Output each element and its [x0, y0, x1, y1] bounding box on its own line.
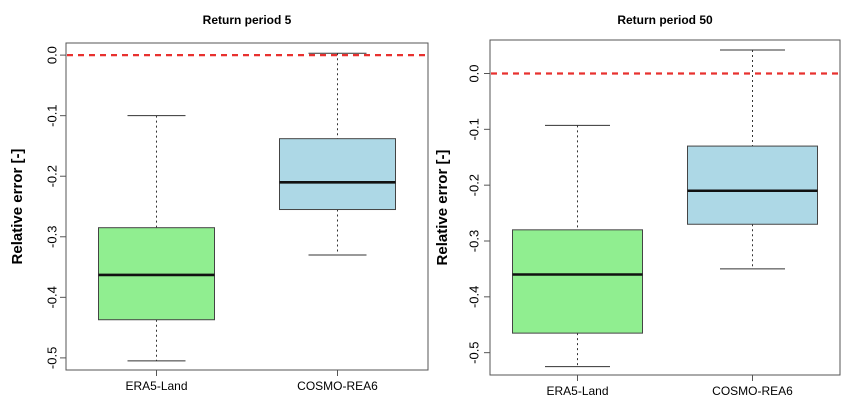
- y-axis-label: Relative error [-]: [9, 149, 26, 265]
- box-era5-land: [98, 115, 215, 362]
- x-tick-label: ERA5-Land: [125, 379, 187, 393]
- box-cosmo-rea6: [279, 52, 396, 256]
- y-tick-label: 0.0: [467, 64, 482, 82]
- chart-title: Return period 50: [617, 13, 713, 27]
- x-tick-label: COSMO-REA6: [297, 379, 378, 393]
- box-cosmo-rea6: [687, 49, 818, 270]
- y-tick-label: -0.4: [45, 286, 60, 308]
- box-era5-land: [512, 124, 643, 368]
- interquartile-box: [512, 229, 643, 334]
- y-tick-label: -0.2: [467, 174, 482, 196]
- plot-frame: [489, 39, 841, 376]
- y-tick-label: -0.1: [45, 104, 60, 126]
- y-tick-label: -0.2: [45, 165, 60, 187]
- y-tick-label: -0.3: [45, 226, 60, 248]
- y-tick-label: -0.5: [45, 347, 60, 369]
- y-tick-label: -0.4: [467, 286, 482, 308]
- y-tick-label: 0.0: [45, 46, 60, 64]
- interquartile-box: [279, 138, 396, 211]
- y-axis-label: Relative error [-]: [434, 150, 451, 266]
- y-tick-label: -0.3: [467, 230, 482, 252]
- interquartile-box: [687, 145, 818, 225]
- boxplot-panel-return-period-5: Return period 5 Relative error [-] 0.0 -0.1…: [9, 13, 429, 393]
- chart-title: Return period 5: [203, 13, 292, 27]
- x-tick-label: COSMO-REA6: [712, 384, 793, 397]
- y-tick-label: -0.5: [467, 341, 482, 363]
- boxplot-panel-return-period-50: Return period 50 Relative error [-] 0.0 -0.…: [434, 13, 841, 397]
- plot-frame: [65, 42, 429, 371]
- x-tick-label: ERA5-Land: [546, 384, 608, 397]
- y-tick-label: -0.1: [467, 118, 482, 140]
